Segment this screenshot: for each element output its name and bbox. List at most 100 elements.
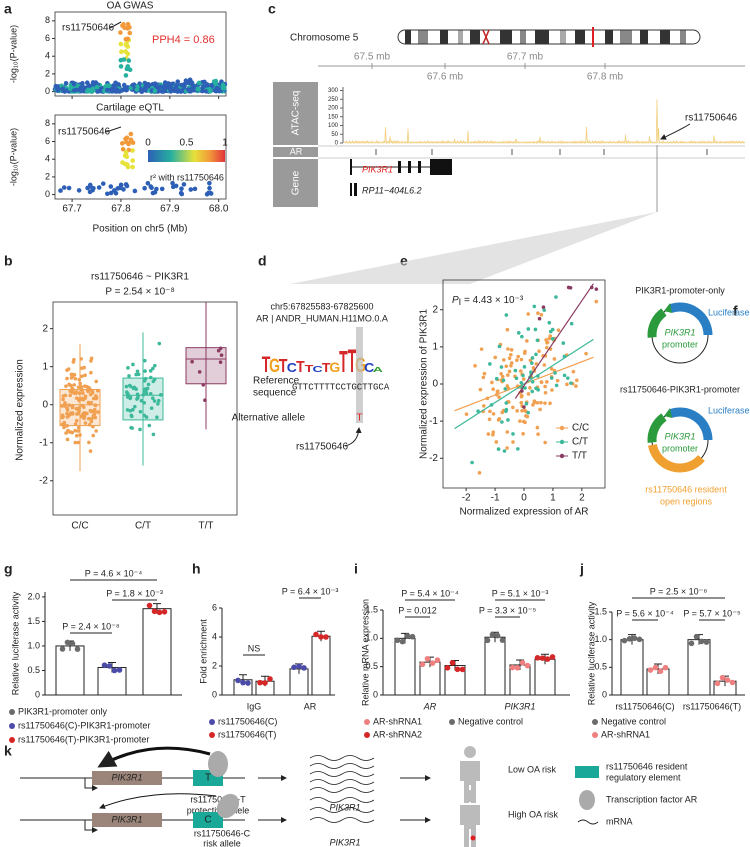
pointer [109, 21, 122, 29]
track-label-box [273, 147, 318, 157]
point [555, 378, 560, 383]
construct-title: PIK3R1-promoter-only [635, 285, 725, 295]
point [530, 361, 534, 365]
y-tick-label: 4 [45, 154, 50, 164]
y-tick-label: 0 [42, 399, 48, 410]
replicate [489, 631, 496, 638]
snp-highlight [356, 327, 363, 423]
point [542, 308, 547, 312]
replicate [494, 632, 501, 639]
point [584, 351, 588, 356]
point [64, 431, 68, 435]
annotation: P = 2.4 × 10⁻⁸ [62, 621, 120, 631]
point [503, 387, 508, 391]
point [88, 392, 93, 397]
y-tick-label: 0 [45, 86, 50, 96]
point [481, 375, 486, 380]
point [71, 81, 77, 87]
legend-mrna [577, 819, 599, 825]
locus-marker [592, 27, 594, 47]
point [123, 182, 129, 187]
zoom-wedge [290, 212, 657, 284]
point [80, 396, 84, 401]
point [496, 447, 501, 451]
point [504, 313, 509, 317]
replicate [156, 609, 163, 616]
point [561, 341, 566, 345]
atac-signal [344, 99, 746, 145]
point [500, 374, 505, 379]
point [128, 137, 134, 143]
logo-letter: G [329, 359, 340, 375]
point [499, 371, 503, 376]
point [487, 417, 492, 422]
region-label: open regions [660, 496, 713, 506]
point [76, 429, 80, 433]
point [534, 362, 539, 366]
gene-label: PIK3R1 [362, 164, 393, 174]
point [68, 393, 72, 398]
mrna [309, 763, 375, 769]
allele-label: rs11750646-C [194, 828, 251, 838]
band [418, 30, 428, 44]
point [88, 402, 92, 406]
replicate [724, 677, 731, 683]
snp-arrow [344, 427, 362, 447]
replicate [514, 665, 521, 671]
point [105, 191, 110, 197]
point [86, 416, 91, 421]
centromere [482, 29, 490, 45]
point [76, 425, 81, 430]
point [519, 357, 524, 362]
point [91, 396, 96, 401]
legend-text: AR-shRNA2 [373, 729, 422, 739]
replicate [549, 654, 556, 660]
ref-seq: GTTCTTTTCCTGCTTGCA [292, 382, 390, 392]
point [536, 311, 540, 315]
point [127, 30, 133, 36]
title: Cartilage eQTL [96, 103, 164, 114]
scale-label: 67.8 mb [587, 72, 624, 83]
point [139, 89, 145, 94]
point [170, 184, 176, 190]
y-tick-label: 150 [328, 114, 339, 120]
point [124, 384, 129, 389]
point [89, 409, 94, 414]
point [77, 391, 82, 396]
y-tick-label: 0 [45, 189, 50, 199]
point [504, 364, 509, 369]
promoter: promoter [662, 339, 698, 349]
point [505, 373, 510, 377]
point [120, 146, 126, 152]
point [219, 353, 224, 357]
point [91, 433, 96, 438]
point [122, 161, 128, 167]
annotation: P = 5.1 × 10⁻³ [492, 588, 549, 598]
point [526, 327, 531, 331]
point [123, 149, 129, 155]
point [515, 358, 519, 362]
point [72, 357, 76, 362]
point [125, 26, 130, 31]
band [605, 30, 613, 44]
point [123, 42, 129, 48]
point [69, 383, 73, 388]
promoter-arrow [664, 303, 672, 313]
point [125, 64, 131, 69]
promoter: promoter [662, 443, 698, 453]
point [66, 428, 70, 433]
y-label: Normalized expression of PIK3R1 [419, 309, 430, 460]
point [64, 384, 68, 388]
band [520, 30, 526, 44]
allele: C [204, 815, 211, 826]
y-tick-label: 6 [45, 33, 50, 43]
point [92, 407, 97, 412]
point [135, 397, 139, 401]
point [196, 87, 201, 92]
y-tick-label: -2 [429, 453, 438, 464]
replicate [318, 634, 324, 640]
x-tick-label: C/T [135, 521, 151, 532]
point [478, 387, 483, 392]
x-label: Normalized expression of AR [460, 507, 589, 518]
point [143, 387, 148, 391]
